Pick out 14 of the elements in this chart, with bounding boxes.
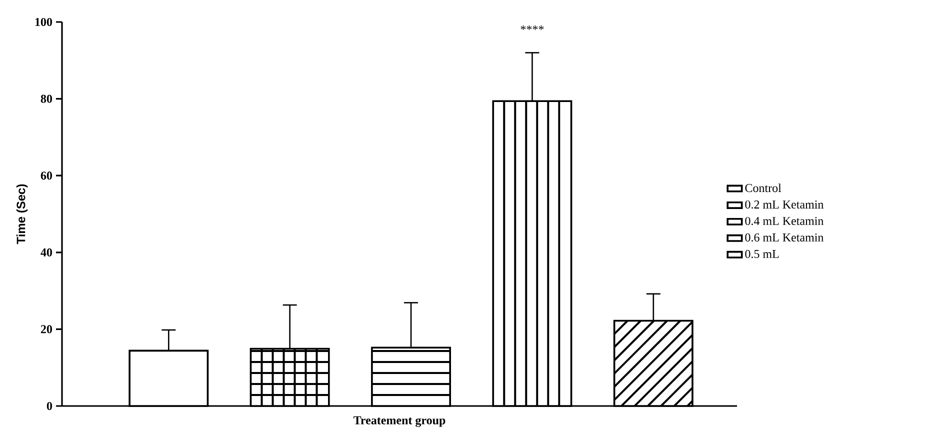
legend-label: Control [745,184,782,192]
y-tick-label: 20 [40,325,52,334]
y-axis-title: Time (Sec) [16,184,28,244]
y-tick-label: 100 [35,18,52,26]
legend-label: 0.2 mL Ketamin [745,200,824,209]
legend-label: 0.6 mL Ketamin [745,233,824,242]
y-tick-label: 40 [40,248,52,256]
y-tick-label: 80 [40,94,52,103]
y-tick-label: 0 [46,402,52,410]
x-axis-title: Treatement group [354,416,446,427]
legend-label: 0.5 mL [745,250,779,258]
legend-label: 0.4 mL Ketamin [745,216,824,226]
annotation: **** [520,26,544,30]
y-tick-label: 60 [40,172,52,180]
